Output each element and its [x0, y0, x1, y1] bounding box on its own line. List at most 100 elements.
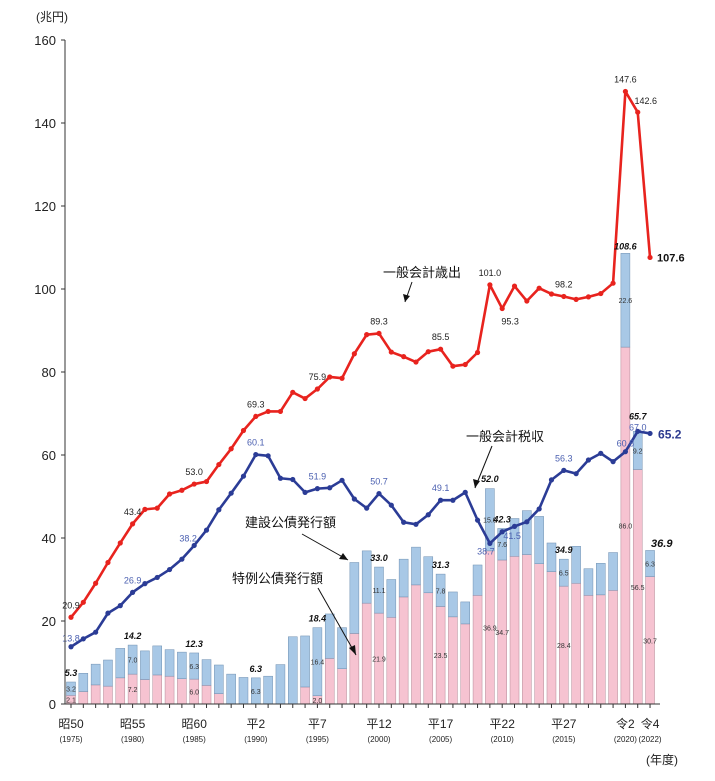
expenditure-point [154, 505, 160, 511]
construction-bond-bar [497, 528, 507, 561]
expenditure-point [647, 254, 653, 261]
construction-bond-bar [485, 488, 495, 552]
tax-point [499, 529, 505, 535]
construction-bond-bar [263, 675, 273, 705]
tax-point [179, 556, 185, 562]
y-tick-label: 160 [34, 33, 56, 48]
construction-bond-bar [300, 635, 310, 688]
construction-bond-bar [374, 566, 384, 614]
tax-data-label: 50.7 [370, 477, 388, 487]
x-tick-sublabel: (2000) [367, 735, 390, 744]
x-tick-label: 平22 [490, 717, 516, 731]
construction-data-label: 7.0 [128, 658, 138, 665]
y-axis-ticks: 0 20 40 60 80 100 120 140 160 [34, 33, 65, 712]
tax-point [585, 457, 592, 463]
deficit-data-label: 34.7 [495, 630, 509, 637]
tax-point [80, 636, 86, 642]
construction-bond-bar [288, 636, 298, 705]
tax-data-label: 60.8 [617, 439, 635, 449]
expenditure-point [388, 349, 394, 355]
construction-bond-bar [275, 664, 286, 705]
expenditure-data-label: 89.3 [370, 316, 388, 326]
tax-point [462, 489, 468, 495]
deficit-data-label: 2.0 [313, 698, 323, 705]
construction-bond-bar [140, 650, 150, 680]
construction-data-label: 6.3 [189, 664, 199, 671]
construction-data-label: 7.8 [436, 588, 446, 595]
expenditure-point [290, 389, 296, 395]
construction-bond-bar [571, 546, 581, 584]
tax-end-label: 65.2 [658, 427, 682, 441]
expenditure-point [253, 413, 259, 420]
expenditure-point [179, 487, 185, 493]
deficit-bond-bar [337, 668, 347, 705]
deficit-bond-bar [324, 658, 335, 705]
deficit-bond-bar [596, 594, 606, 705]
x-tick-label: 昭55 [120, 717, 146, 731]
deficit-data-label: 2.1 [66, 698, 76, 705]
construction-bond-bar [534, 516, 544, 564]
x-unit-label: (年度) [646, 752, 678, 767]
construction-bond-bar [189, 652, 199, 680]
construction-bond-bar [324, 613, 335, 659]
y-tick-label: 120 [34, 199, 56, 214]
x-tick-label: 平17 [428, 717, 454, 731]
tax-point [314, 486, 320, 492]
x-tick-sublabel: (1995) [306, 735, 329, 744]
tax-point [524, 519, 530, 525]
x-tick-sublabel: (1980) [121, 735, 144, 744]
total-data-label: 33.0 [370, 553, 388, 563]
deficit-bond-bar [90, 684, 101, 705]
deficit-bond-bar [509, 556, 520, 705]
y-tick-label: 140 [34, 116, 56, 131]
tax-point [327, 485, 333, 491]
construction-bond-bar [608, 552, 618, 591]
construction-bond-bar [546, 542, 557, 572]
construction-bond-bar [361, 550, 372, 604]
x-tick-label: 平7 [308, 717, 327, 731]
deficit-bond-bar [214, 693, 224, 705]
construction-bond-bar [522, 510, 532, 555]
deficit-bond-bar [608, 590, 618, 705]
construction-data-label: 6.5 [559, 571, 569, 578]
deficit-data-label: 6.0 [189, 690, 199, 697]
label-expenditure-arrow-icon [403, 294, 410, 302]
deficit-bond-bar [164, 675, 175, 705]
tax-point [413, 521, 419, 527]
tax-data-label: 49.1 [432, 483, 450, 493]
label-deficit: 特例公債発行額 [232, 571, 323, 586]
x-tick-sublabel: (1975) [59, 735, 82, 744]
expenditure-point [573, 296, 579, 302]
tax-point [68, 644, 74, 650]
expenditure-point [130, 521, 136, 527]
deficit-bond-bar [460, 623, 470, 705]
deficit-bond-bar [103, 685, 113, 705]
construction-data-label: 6.3 [645, 562, 655, 569]
expenditure-data-label: 85.5 [432, 332, 450, 342]
label-tax: 一般会計税収 [466, 429, 544, 444]
construction-bond-bar [238, 677, 249, 705]
tax-point [598, 450, 604, 456]
total-data-label: 34.9 [555, 545, 573, 555]
construction-bond-bar [337, 627, 347, 669]
total-data-label: 65.7 [629, 411, 648, 421]
deficit-bond-bar [472, 595, 483, 705]
x-axis-ticks: 昭50 (1975) 昭55 (1980) 昭60 (1985) 平2 (1990) 平7 (19… [58, 704, 662, 744]
total-data-label: 14.2 [124, 631, 142, 641]
total-data-label: 18.4 [309, 614, 327, 624]
tax-point [622, 449, 629, 455]
construction-bond-bar [214, 664, 224, 694]
data-labels: 20.9 43.4 53.0 69.3 75.9 89.3 85.5 101.0 95.3 98.… [62, 74, 684, 704]
deficit-bond-bar [361, 602, 372, 705]
tax-data-label: 56.3 [555, 453, 573, 463]
tax-point [117, 603, 123, 609]
y-tick-label: 20 [42, 614, 56, 629]
deficit-data-label: 36.9 [483, 625, 497, 632]
x-tick-sublabel: (1990) [244, 735, 267, 744]
deficit-data-label: 56.5 [631, 585, 645, 592]
tax-point [610, 459, 616, 465]
y-unit-label: (兆円) [36, 10, 68, 24]
expenditure-point [438, 346, 444, 352]
total-data-label: 31.3 [432, 560, 450, 570]
tax-data-label: 67.0 [629, 422, 647, 432]
